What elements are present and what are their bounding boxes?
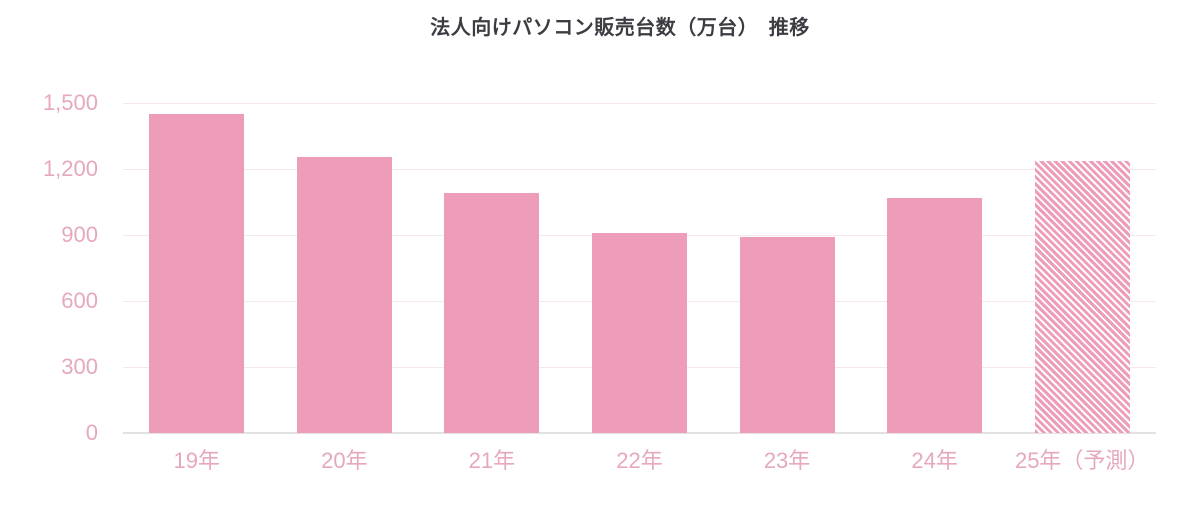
bar bbox=[296, 156, 392, 433]
x-tick-label: 24年 bbox=[911, 448, 958, 473]
bar bbox=[739, 237, 835, 433]
bar bbox=[444, 193, 540, 433]
y-tick-label: 0 bbox=[85, 420, 98, 445]
bar bbox=[149, 114, 245, 433]
plot-area: 0 300 600 900 1,200 1,500 19年 20年 21年 22年 23年 24年 25… bbox=[43, 92, 1156, 472]
x-tick-label: 19年 bbox=[173, 448, 221, 473]
y-tick-label: 1,200 bbox=[42, 156, 98, 181]
bar-forecast bbox=[1034, 161, 1130, 433]
gridline bbox=[123, 103, 1156, 104]
y-tick-label: 300 bbox=[61, 354, 98, 379]
x-tick-label: 20年 bbox=[321, 448, 368, 473]
chart-title: 法人向けパソコン販売台数（万台） 推移 bbox=[430, 17, 810, 39]
bar bbox=[592, 232, 687, 433]
y-tick-label: 600 bbox=[61, 288, 98, 313]
x-tick-label: 25年（予測） bbox=[1014, 448, 1150, 473]
y-tick-label: 1,500 bbox=[42, 90, 98, 115]
bar bbox=[887, 197, 983, 433]
y-tick-label: 900 bbox=[61, 222, 98, 247]
x-tick-label: 22年 bbox=[616, 448, 663, 473]
gridline bbox=[123, 169, 1156, 170]
x-tick-label: 23年 bbox=[763, 448, 811, 473]
x-tick-label: 21年 bbox=[468, 448, 516, 473]
x-axis-line bbox=[123, 432, 1156, 434]
